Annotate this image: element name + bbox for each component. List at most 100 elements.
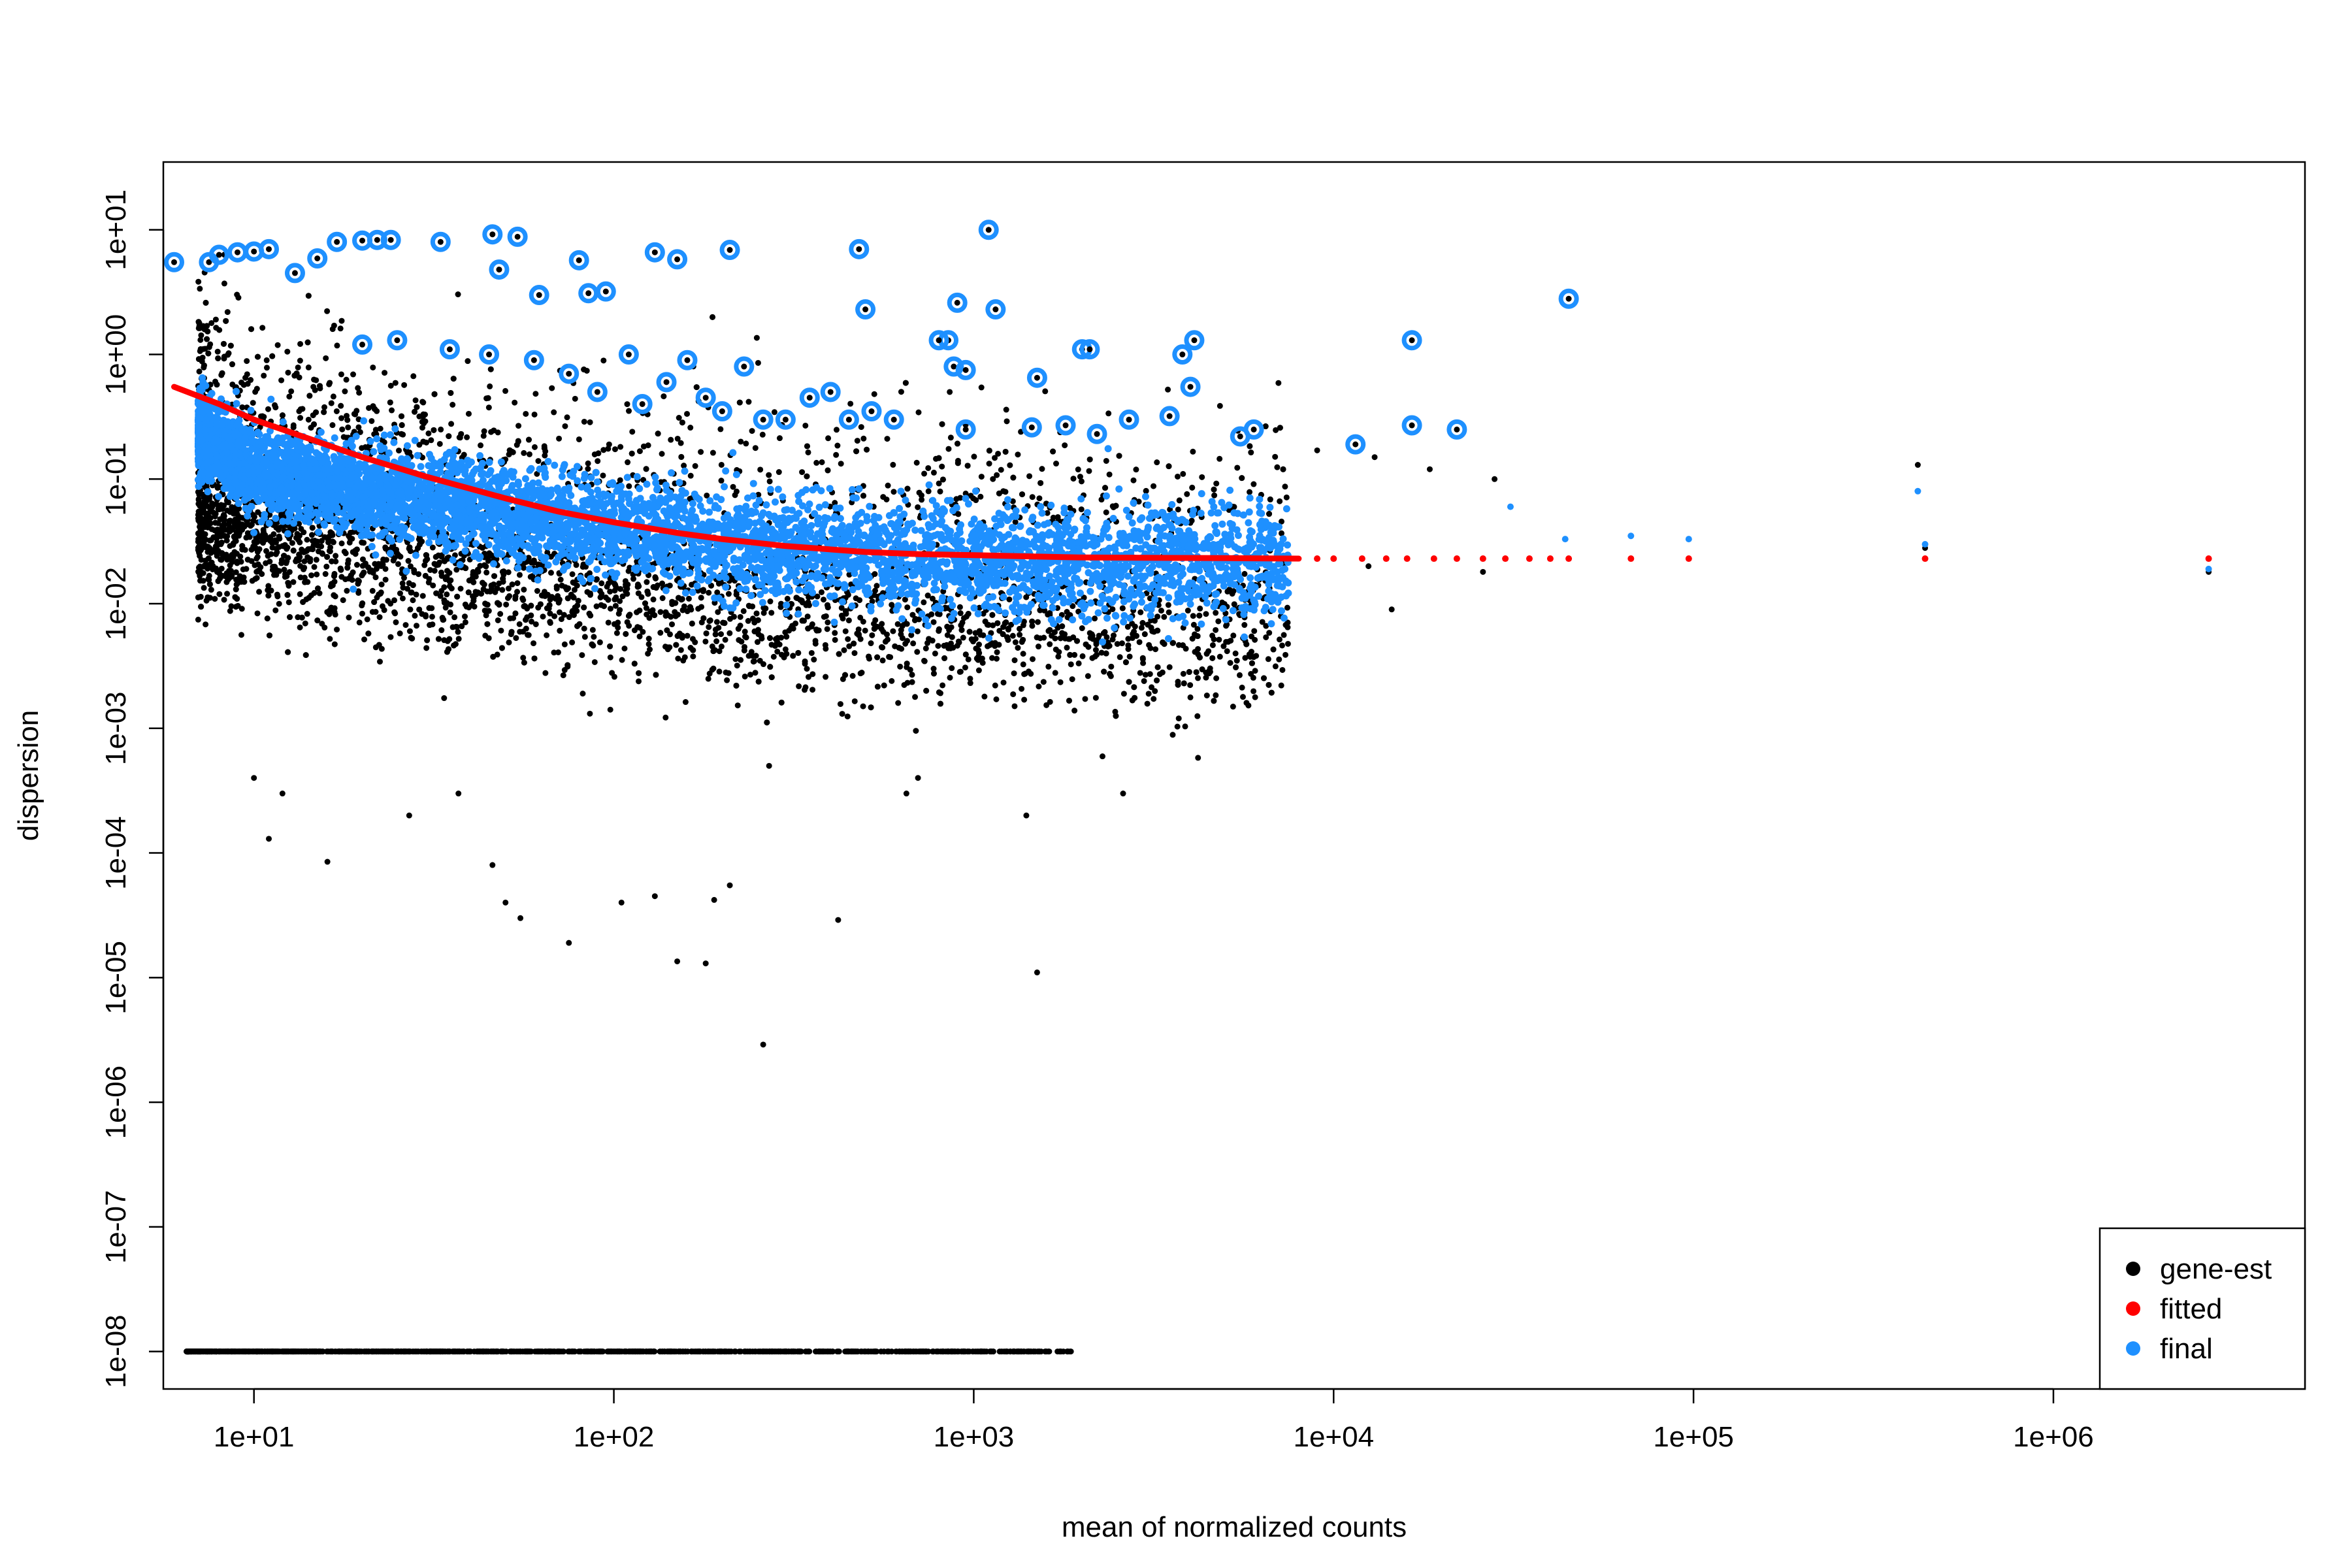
gene-est-point	[721, 620, 728, 627]
gene-est-point	[1062, 442, 1068, 449]
gene-est-point	[255, 509, 261, 515]
gene-est-point	[274, 549, 280, 555]
gene-est-point	[624, 591, 630, 597]
gene-est-point	[847, 400, 854, 407]
gene-est-point	[1145, 691, 1152, 697]
gene-est-point	[214, 483, 221, 489]
gene-est-point	[939, 463, 945, 470]
gene-est-point	[1052, 670, 1058, 676]
gene-est-point	[197, 346, 204, 352]
gene-est-point	[285, 369, 291, 376]
gene-est-point	[1015, 645, 1021, 651]
gene-est-point	[921, 599, 927, 606]
gene-est-point	[925, 465, 932, 471]
gene-est-point	[749, 428, 755, 434]
gene-est-point	[1239, 694, 1246, 700]
gene-est-point	[414, 623, 420, 629]
gene-est-point	[1180, 470, 1186, 477]
gene-est-point	[936, 628, 942, 634]
gene-est-point	[419, 399, 426, 405]
gene-est-point	[617, 598, 623, 604]
gene-est-point	[939, 421, 945, 427]
gene-est-point	[809, 621, 815, 628]
gene-est-point	[438, 426, 444, 433]
gene-est-point	[570, 593, 576, 600]
gene-est-point	[883, 631, 890, 638]
gene-est-point	[822, 642, 828, 648]
gene-est-point	[204, 336, 210, 342]
gene-est-point	[732, 656, 739, 662]
gene-est-point	[1114, 641, 1120, 647]
gene-est-point	[555, 599, 562, 606]
gene-est-point	[1216, 636, 1222, 643]
gene-est-point	[1035, 644, 1041, 650]
gene-est-point	[1203, 611, 1209, 617]
gene-est-point	[387, 1348, 393, 1355]
gene-est-point	[214, 553, 220, 559]
gene-est-point	[722, 636, 728, 643]
gene-est-point	[1120, 691, 1127, 697]
gene-est-point	[640, 629, 646, 635]
gene-est-point	[451, 614, 458, 621]
gene-est-point	[508, 1348, 514, 1355]
gene-est-point	[730, 483, 736, 490]
gene-est-point	[572, 395, 578, 402]
gene-est-point	[1020, 651, 1026, 657]
gene-est-point	[1272, 663, 1279, 670]
gene-est-point	[904, 485, 911, 492]
gene-est-point	[1205, 670, 1212, 677]
gene-est-point	[324, 553, 331, 560]
gene-est-point	[525, 436, 532, 443]
gene-est-point	[693, 384, 700, 391]
gene-est-point	[1099, 753, 1105, 760]
gene-est-point	[596, 1348, 603, 1355]
gene-est-point	[1009, 632, 1016, 639]
gene-est-point	[512, 399, 518, 406]
gene-est-point	[480, 433, 487, 439]
gene-est-point	[602, 595, 609, 601]
gene-est-point	[218, 557, 225, 563]
gene-est-point	[265, 536, 271, 542]
gene-est-point	[1241, 622, 1248, 629]
gene-est-point	[297, 340, 304, 347]
gene-est-point	[593, 603, 600, 610]
gene-est-point	[254, 353, 261, 360]
gene-est-point	[874, 583, 880, 589]
gene-est-point	[607, 588, 613, 595]
gene-est-point	[453, 623, 459, 630]
gene-est-point	[1019, 685, 1025, 692]
gene-est-point	[297, 574, 304, 581]
gene-est-point	[1283, 494, 1290, 500]
gene-est-point	[305, 293, 312, 299]
gene-est-point	[648, 1348, 655, 1355]
gene-est-point	[849, 673, 856, 679]
gene-est-point	[583, 1348, 589, 1355]
gene-est-point	[513, 635, 519, 642]
gene-est-point	[1263, 634, 1269, 640]
gene-est-point	[685, 595, 692, 602]
gene-est-point	[753, 335, 760, 341]
gene-est-point	[1249, 633, 1255, 640]
gene-est-point	[636, 678, 642, 685]
gene-est-point	[1209, 642, 1216, 648]
gene-est-point	[1265, 656, 1271, 662]
gene-est-point	[879, 644, 885, 651]
gene-est-point	[885, 482, 891, 489]
gene-est-point	[626, 408, 632, 414]
gene-est-point	[308, 572, 315, 579]
gene-est-point	[607, 654, 613, 661]
gene-est-point	[914, 649, 921, 655]
gene-est-point	[526, 451, 532, 457]
gene-est-point	[588, 1348, 595, 1355]
gene-est-point	[869, 632, 875, 638]
gene-est-point	[306, 393, 313, 399]
gene-est-point	[752, 670, 759, 676]
gene-est-point	[1067, 504, 1073, 511]
gene-est-point	[851, 698, 858, 704]
gene-est-point	[309, 1348, 316, 1355]
gene-est-point	[851, 650, 858, 657]
gene-est-point	[389, 544, 395, 550]
gene-est-point	[1174, 723, 1181, 730]
gene-est-point	[1176, 497, 1183, 504]
gene-est-point	[595, 450, 602, 457]
